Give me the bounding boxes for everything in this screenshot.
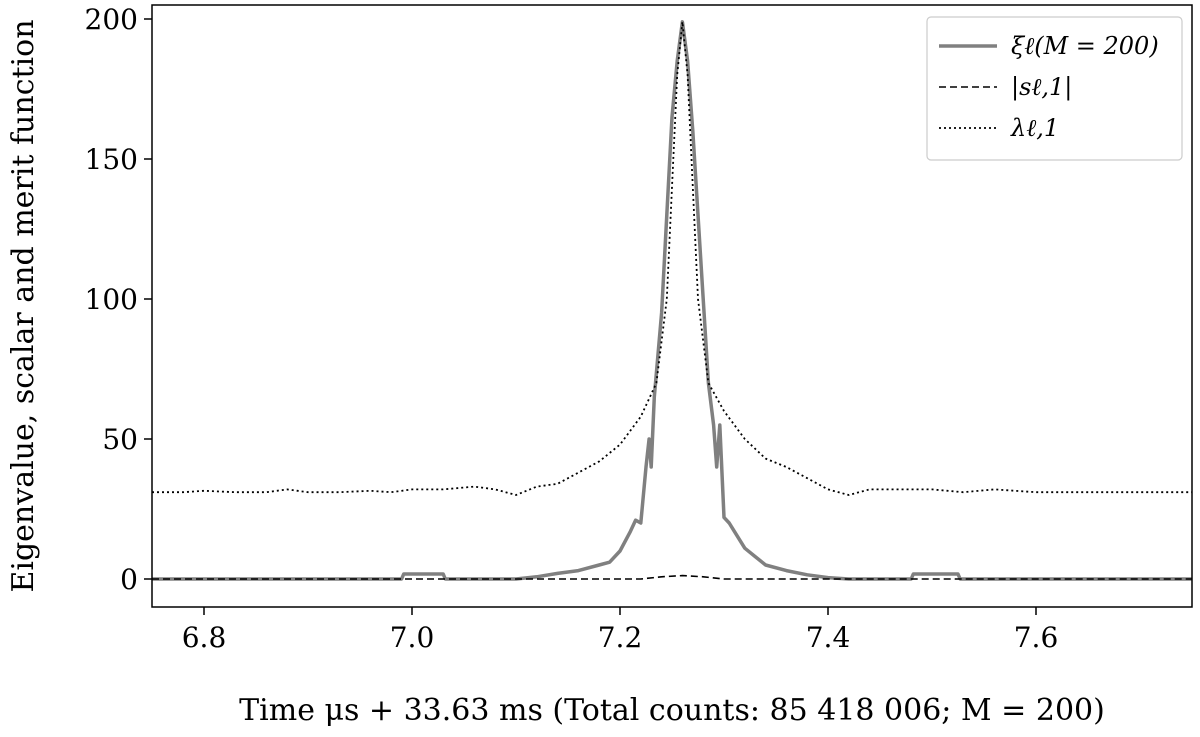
x-axis: 6.8 7.0 7.2 7.4 7.6: [182, 607, 1059, 654]
y-tick-label: 100: [85, 283, 138, 316]
legend-box: [926, 16, 1183, 161]
legend-label-3: λℓ,1: [1010, 114, 1059, 142]
x-tick-label: 7.2: [598, 621, 643, 654]
legend: ξℓ(M = 200) |sℓ,1| λℓ,1: [926, 16, 1183, 161]
legend-label-1: ξℓ(M = 200): [1011, 32, 1159, 60]
x-tick-label: 7.4: [806, 621, 851, 654]
series-line-1: [152, 20, 1192, 581]
x-tick-label: 7.6: [1014, 621, 1059, 654]
y-tick-label: 50: [102, 423, 138, 456]
plot-frame: [151, 4, 1193, 608]
y-axis: 0 50 100 150 200: [85, 3, 152, 596]
y-tick-label: 200: [85, 3, 138, 36]
legend-label-2: |sℓ,1|: [1011, 73, 1072, 102]
y-tick-label: 150: [85, 143, 138, 176]
y-tick-label: 0: [120, 563, 138, 596]
x-tick-label: 6.8: [182, 621, 227, 654]
y-axis-label: Eigenvalue, scalar and merit function: [6, 19, 41, 592]
series-line-2: [152, 574, 1192, 580]
series-layer: [152, 20, 1192, 581]
x-axis-label: Time μs + 33.63 ms (Total counts: 85 418…: [239, 693, 1105, 728]
series-line-3: [152, 20, 1192, 496]
x-tick-label: 7.0: [390, 621, 435, 654]
